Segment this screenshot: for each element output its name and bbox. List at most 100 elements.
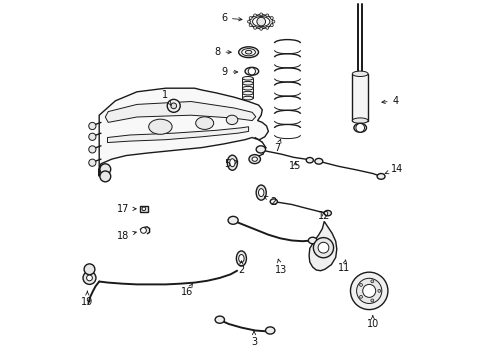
Ellipse shape [256,185,266,200]
Text: 8: 8 [215,47,231,57]
Ellipse shape [243,77,253,80]
Text: 19: 19 [81,291,94,307]
Ellipse shape [259,189,264,197]
Circle shape [350,272,388,310]
Ellipse shape [308,237,317,244]
Circle shape [356,123,365,132]
Ellipse shape [226,115,238,125]
Circle shape [249,17,252,19]
Text: 10: 10 [367,316,379,329]
Circle shape [318,242,329,253]
Circle shape [141,228,147,233]
Ellipse shape [354,123,367,132]
Ellipse shape [315,158,323,164]
Bar [352,74,368,121]
Ellipse shape [270,199,277,204]
Ellipse shape [242,49,255,56]
Polygon shape [107,127,248,143]
Circle shape [272,20,275,23]
Circle shape [89,146,96,153]
Text: 11: 11 [338,260,350,273]
Ellipse shape [230,159,235,167]
Circle shape [363,284,376,297]
Ellipse shape [245,67,259,75]
Circle shape [248,68,255,75]
Circle shape [270,24,273,27]
Circle shape [89,122,96,130]
Polygon shape [105,102,256,122]
Circle shape [254,26,257,29]
Circle shape [247,20,250,23]
Circle shape [266,26,269,29]
Ellipse shape [324,211,331,216]
Circle shape [100,164,111,175]
Circle shape [270,17,273,19]
Ellipse shape [215,316,224,323]
Text: 1: 1 [162,90,172,105]
Text: 7: 7 [274,139,281,153]
Ellipse shape [239,255,244,262]
Ellipse shape [306,158,314,163]
Ellipse shape [352,71,368,77]
Circle shape [254,14,257,17]
Ellipse shape [252,17,270,27]
Ellipse shape [249,155,261,163]
Text: 4: 4 [382,96,399,106]
Circle shape [378,289,381,292]
Polygon shape [140,227,149,234]
Text: 5: 5 [224,159,238,169]
Circle shape [266,14,269,17]
Text: 18: 18 [117,231,136,241]
Circle shape [260,27,263,30]
Ellipse shape [228,216,238,224]
Text: 12: 12 [318,211,330,221]
Text: 3: 3 [251,331,257,347]
Polygon shape [309,221,337,271]
Ellipse shape [377,174,385,179]
Circle shape [87,275,92,281]
Circle shape [84,264,95,275]
Text: 13: 13 [275,259,287,275]
Text: 14: 14 [385,164,403,174]
Circle shape [100,171,111,182]
Circle shape [314,238,334,258]
Ellipse shape [243,96,253,100]
Circle shape [249,24,252,27]
Ellipse shape [239,47,259,58]
Text: 2: 2 [238,261,245,275]
Circle shape [167,99,180,112]
Ellipse shape [243,81,253,85]
Circle shape [260,13,263,16]
Text: 6: 6 [221,13,242,23]
Ellipse shape [266,327,275,334]
Ellipse shape [142,207,146,211]
Ellipse shape [249,15,273,28]
Circle shape [83,271,96,284]
Ellipse shape [243,91,253,95]
Circle shape [171,103,176,109]
Circle shape [89,133,96,140]
Polygon shape [99,88,269,176]
Ellipse shape [352,118,368,123]
Text: 2: 2 [265,196,276,207]
Circle shape [257,17,266,26]
Circle shape [360,284,363,287]
Circle shape [360,295,363,298]
Ellipse shape [243,86,253,90]
Ellipse shape [227,155,238,170]
Text: 16: 16 [181,284,194,297]
Ellipse shape [148,119,172,134]
Circle shape [357,278,382,303]
Circle shape [371,299,374,302]
Text: 17: 17 [117,204,136,214]
Circle shape [371,280,374,283]
Text: 15: 15 [289,161,301,171]
Ellipse shape [236,251,246,266]
Circle shape [89,159,96,166]
Bar [140,206,148,212]
Ellipse shape [245,50,252,54]
Ellipse shape [256,146,266,153]
Ellipse shape [252,157,257,161]
Ellipse shape [196,117,214,130]
Text: 9: 9 [221,67,238,77]
